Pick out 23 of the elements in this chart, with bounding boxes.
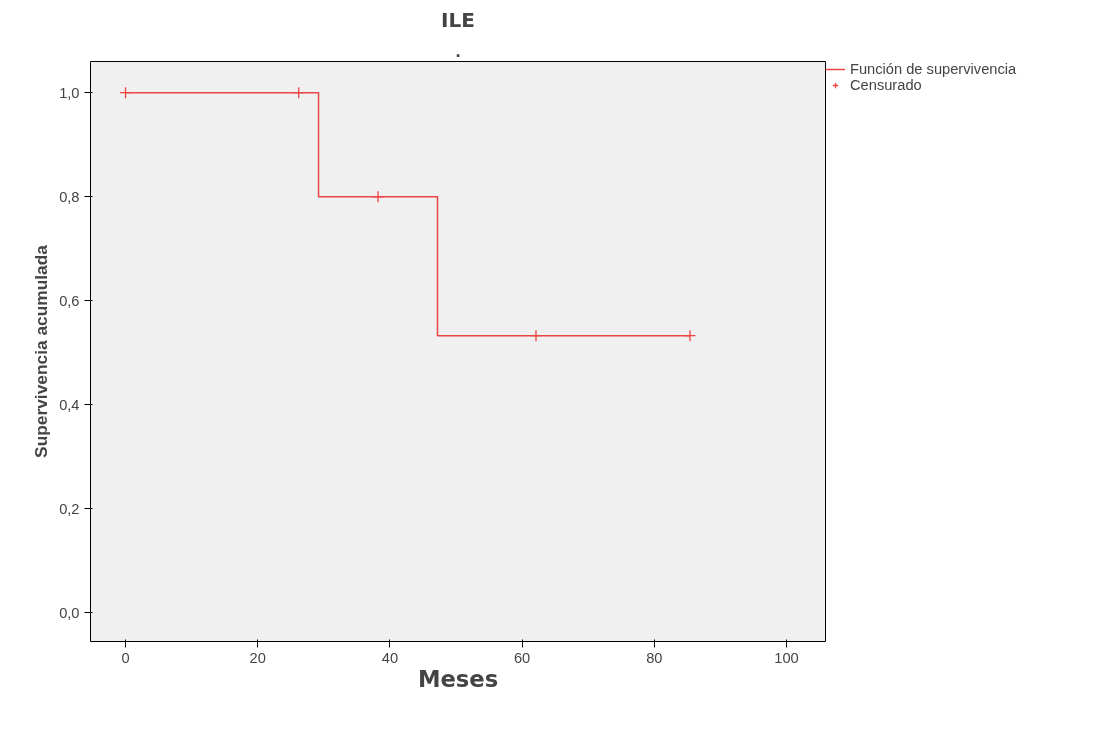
point <box>529 329 543 342</box>
y-tick-label: 0,2 <box>59 500 80 517</box>
y-tick-label: 1,0 <box>59 84 80 101</box>
x-tick-label: 20 <box>249 649 266 666</box>
y-tick-label: 0,0 <box>59 604 80 621</box>
x-tick-label: 80 <box>646 649 663 666</box>
point <box>292 86 305 99</box>
y-tick-label: 0,4 <box>59 396 80 413</box>
point <box>683 329 697 342</box>
x-tick-label: 0 <box>121 649 130 666</box>
legend-label: Censurado <box>850 77 922 93</box>
y-axis-title: Supervivencia acumulada <box>31 244 52 458</box>
x-tick-label: 100 <box>774 649 799 666</box>
x-axis-title: Meses <box>417 665 499 692</box>
y-tick-label: 0,6 <box>59 292 80 309</box>
point <box>119 86 132 99</box>
y-tick-label: 0,8 <box>59 188 80 205</box>
x-tick-label: 40 <box>381 649 399 666</box>
x-tick-label: 60 <box>513 649 531 666</box>
legend-label: Función de supervivencia <box>850 61 1017 77</box>
chart-subtitle: . <box>455 39 461 61</box>
chart-title: ILE <box>441 7 475 32</box>
point <box>371 190 385 203</box>
